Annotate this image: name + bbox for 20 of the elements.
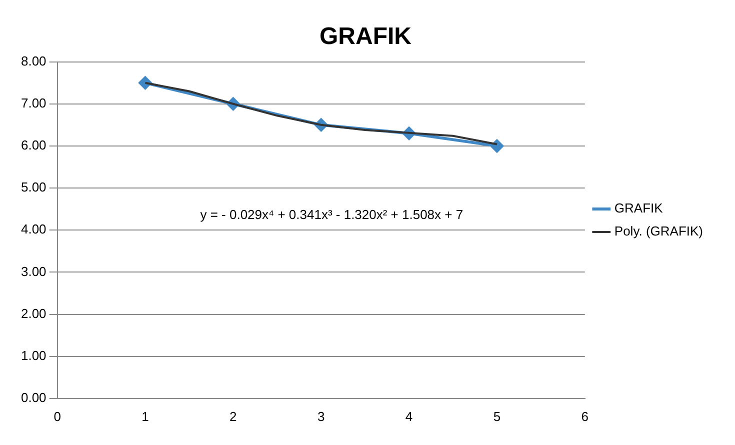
y-tick-label: 3.00	[20, 264, 46, 279]
x-tick-label: 4	[405, 408, 413, 424]
y-tick-label: 4.00	[20, 222, 46, 237]
y-tick-label: 0.00	[20, 390, 46, 405]
y-tick-label: 5.00	[20, 180, 46, 195]
y-tick-label: 1.00	[20, 348, 46, 363]
y-tick-label: 6.00	[20, 138, 46, 153]
annotation: y = - 0.029x⁴ + 0.341x³ - 1.320x² + 1.508x + 7	[200, 206, 464, 222]
x-tick-label: 6	[581, 408, 589, 424]
chart-title: GRAFIK	[320, 23, 412, 50]
x-tick-label: 2	[230, 408, 237, 424]
x-tick-label: 1	[142, 408, 149, 424]
x-tick-label: 5	[493, 408, 501, 424]
y-tick-label: 8.00	[20, 53, 46, 68]
x-tick-label: 3	[317, 408, 325, 424]
y-tick-label: 7.00	[20, 95, 46, 110]
x-tick-label: 0	[54, 408, 61, 424]
legend-label: GRAFIK	[614, 200, 664, 216]
y-tick-label: 2.00	[20, 306, 46, 321]
legend-label: Poly. (GRAFIK)	[614, 224, 704, 239]
